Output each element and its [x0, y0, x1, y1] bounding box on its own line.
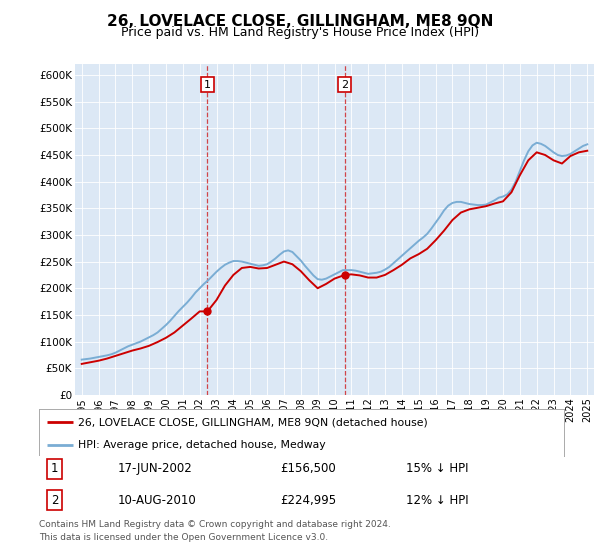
Text: £224,995: £224,995	[281, 493, 337, 507]
Text: This data is licensed under the Open Government Licence v3.0.: This data is licensed under the Open Gov…	[39, 533, 328, 542]
Text: 17-JUN-2002: 17-JUN-2002	[118, 462, 193, 475]
Text: £156,500: £156,500	[281, 462, 336, 475]
Text: 26, LOVELACE CLOSE, GILLINGHAM, ME8 9QN: 26, LOVELACE CLOSE, GILLINGHAM, ME8 9QN	[107, 14, 493, 29]
Text: Price paid vs. HM Land Registry's House Price Index (HPI): Price paid vs. HM Land Registry's House …	[121, 26, 479, 39]
Text: 1: 1	[51, 462, 59, 475]
Text: HPI: Average price, detached house, Medway: HPI: Average price, detached house, Medw…	[79, 440, 326, 450]
Text: 15% ↓ HPI: 15% ↓ HPI	[407, 462, 469, 475]
Text: Contains HM Land Registry data © Crown copyright and database right 2024.: Contains HM Land Registry data © Crown c…	[39, 520, 391, 529]
Text: 12% ↓ HPI: 12% ↓ HPI	[407, 493, 469, 507]
Text: 1: 1	[204, 80, 211, 90]
Text: 2: 2	[341, 80, 349, 90]
Text: 2: 2	[51, 493, 59, 507]
Text: 26, LOVELACE CLOSE, GILLINGHAM, ME8 9QN (detached house): 26, LOVELACE CLOSE, GILLINGHAM, ME8 9QN …	[79, 417, 428, 427]
Text: 10-AUG-2010: 10-AUG-2010	[118, 493, 197, 507]
